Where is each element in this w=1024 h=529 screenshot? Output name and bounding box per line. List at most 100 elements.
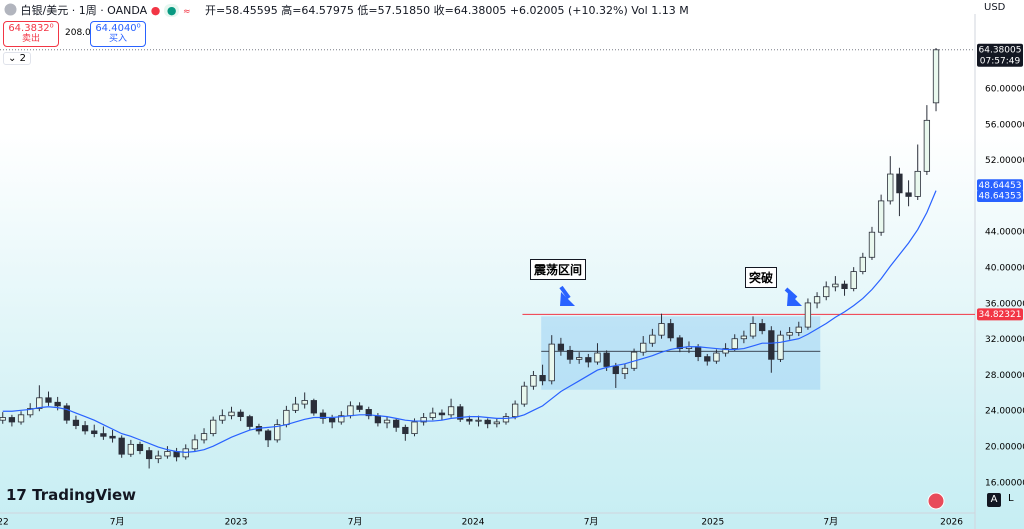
x-tick-label: 2023: [225, 518, 248, 528]
candle-body: [694, 346, 702, 358]
arrow-head: [560, 292, 575, 306]
buy-button[interactable]: 64.4040⁰ 买入: [90, 21, 146, 47]
resistance-label: 34.82321: [979, 310, 1022, 320]
candle-body: [804, 302, 812, 328]
annotation[interactable]: 震荡区间: [530, 259, 587, 280]
candle-body: [768, 330, 775, 360]
candle-body: [310, 400, 317, 414]
candle-body: [155, 455, 162, 460]
sell-button[interactable]: 64.3832⁰ 卖出: [3, 21, 59, 47]
y-tick-label: 16.00000: [985, 478, 1024, 488]
readout: 开=58.45595 高=64.57975 低=57.51850 收=64.38…: [205, 2, 689, 18]
candle-body: [521, 385, 528, 405]
candle-body: [621, 367, 629, 375]
candle-body: [612, 366, 619, 375]
candle-body: [27, 408, 34, 416]
candle-body: [649, 334, 656, 344]
candle-body: [923, 119, 931, 172]
candle-body: [722, 348, 729, 354]
candle-body: [219, 415, 226, 421]
candle-body: [795, 326, 802, 333]
spread: 208.0: [65, 28, 91, 38]
candle-body: [502, 416, 510, 423]
sell-price: 64.3832⁰: [8, 23, 54, 34]
candle-body: [704, 356, 711, 362]
y-tick-label: 56.00000: [985, 120, 1024, 130]
candle-body: [145, 450, 153, 460]
change: +6.02005 (+10.32%): [509, 4, 628, 17]
candle-body: [109, 435, 116, 439]
candle-body: [603, 352, 610, 367]
logo[interactable]: 17 TradingView: [6, 486, 137, 504]
candle-body: [328, 417, 336, 423]
candle-body: [877, 200, 885, 233]
resistance-label-bg: [977, 308, 1023, 321]
candle-body: [914, 170, 921, 197]
candle-body: [173, 451, 180, 458]
arrow: [559, 285, 571, 300]
candle-body: [887, 173, 894, 202]
candle-body: [100, 433, 107, 437]
candle-body: [832, 283, 839, 288]
symbol-icon[interactable]: 白银/美元 · 1周 · OANDA ● ● ≈: [4, 2, 190, 18]
candle-body: [457, 406, 464, 420]
candle-body: [374, 415, 382, 424]
x-tick-label: 2024: [462, 518, 485, 528]
candle-body: [594, 352, 601, 363]
candle-body: [63, 405, 70, 421]
candle-body: [658, 323, 665, 336]
flag-icon: [927, 492, 945, 510]
candle-body: [447, 406, 455, 416]
last-time: 07:57:49: [980, 56, 1021, 66]
candle-body: [713, 352, 720, 362]
symbol[interactable]: 白银/美元 · 1周 · OANDA: [20, 4, 148, 17]
indicator-count: 2: [19, 53, 26, 64]
low: 低=57.51850: [357, 4, 431, 17]
y-tick-label: 24.00000: [985, 407, 1024, 417]
y-tick-label: 36.00000: [985, 299, 1024, 309]
candle-body: [365, 409, 372, 417]
candle-body: [576, 357, 583, 360]
candle-body: [548, 343, 555, 382]
candle-body: [228, 411, 235, 417]
candle-body: [731, 338, 738, 349]
candle-body: [850, 271, 857, 290]
candle-body: [91, 430, 98, 435]
candle-body: [676, 337, 683, 349]
candle-body: [475, 419, 482, 422]
candle-body: [466, 418, 473, 422]
candle-body: [191, 439, 199, 450]
candle-body: [823, 286, 830, 298]
x-tick-label: 7月: [110, 517, 125, 528]
candle-body: [786, 332, 793, 336]
candle-body: [640, 342, 647, 353]
currency[interactable]: USD: [984, 2, 1006, 13]
last-price-label: 64.38005: [979, 45, 1022, 55]
last-price-label-bg: [977, 43, 1023, 67]
sell-label: 卖出: [21, 34, 40, 44]
x-tick-label: 7月: [823, 517, 838, 528]
x-tick-label: 2026: [940, 518, 963, 528]
candle-body: [383, 419, 391, 424]
indicator-label-bg: [977, 190, 1023, 203]
ma-label-bg: [977, 179, 1023, 192]
x-tick-label: 2025: [701, 518, 724, 528]
annotation[interactable]: 突破: [745, 267, 778, 288]
logo-text: TradingView: [32, 486, 137, 504]
candle-body: [411, 421, 418, 435]
auto-scale[interactable]: A: [987, 493, 1001, 507]
candle-body: [493, 421, 500, 425]
y-tick-label: 60.00000: [985, 85, 1024, 95]
indicator-toggle[interactable]: ⌄ 2: [3, 52, 31, 65]
candle-body: [566, 349, 574, 360]
candle-body: [274, 424, 281, 441]
candle-body: [530, 375, 537, 387]
close: 收=64.38005: [433, 4, 507, 17]
y-tick-label: 32.00000: [985, 335, 1024, 345]
buy-label: 买入: [108, 34, 127, 44]
candle-body: [237, 411, 244, 418]
open: 开=58.45595: [205, 4, 278, 17]
candle-body: [246, 416, 253, 427]
log-scale[interactable]: L: [1008, 493, 1014, 504]
